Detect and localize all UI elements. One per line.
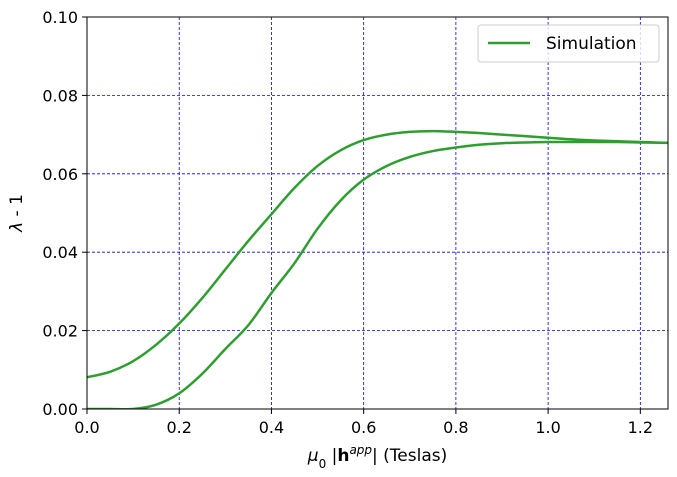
- x-tick-label: 0.8: [443, 418, 468, 437]
- x-tick-label: 0.4: [259, 418, 284, 437]
- x-tick-label: 0.6: [351, 418, 376, 437]
- ticks: 0.0 0.2 0.4 0.6 0.8 1.0 1.2 0.00 0.02 0.04 0.06 0.0…: [42, 8, 653, 437]
- series-line-simulation: [87, 129, 668, 409]
- legend-box: [477, 24, 660, 63]
- x-axis-label: μ0 |happ| (Teslas): [307, 443, 448, 471]
- x-tick-label: 1.0: [535, 418, 560, 437]
- legend: Simulation: [477, 24, 660, 63]
- series-layer: [87, 129, 668, 409]
- legend-label-simulation: Simulation: [546, 34, 637, 54]
- y-tick-label: 0.02: [42, 322, 78, 341]
- y-tick-label: 0.10: [42, 8, 78, 27]
- x-tick-label: 1.2: [628, 418, 653, 437]
- grid: [87, 17, 668, 409]
- y-tick-label: 0.08: [42, 86, 78, 105]
- y-axis-label: λ - 1: [7, 194, 27, 233]
- plot-frame: [86, 16, 669, 410]
- y-tick-label: 0.04: [42, 243, 78, 262]
- y-tick-label: 0.06: [42, 165, 78, 184]
- x-tick-label: 0.2: [166, 418, 191, 437]
- y-tick-label: 0.00: [42, 400, 78, 419]
- x-tick-label: 0.0: [74, 418, 99, 437]
